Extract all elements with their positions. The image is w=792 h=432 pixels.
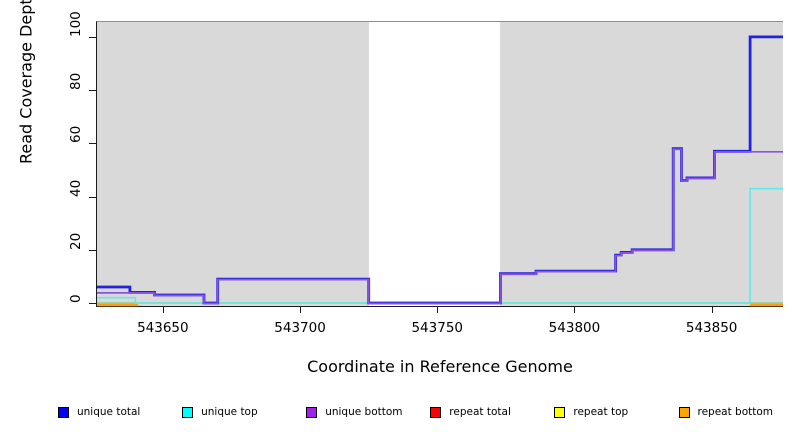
x-tick-label: 543700 [274, 320, 326, 336]
x-tick-mark [300, 307, 302, 313]
x-tick-mark [162, 307, 164, 313]
y-tick-mark [89, 90, 96, 92]
x-tick-mark [574, 307, 576, 313]
legend: unique total unique top unique bottom repea… [0, 402, 792, 424]
y-tick-mark [89, 36, 96, 38]
coverage-lines-svg [97, 35, 783, 307]
legend-item-unique-bottom: unique bottom [306, 402, 403, 422]
uncovered-gap-band [368, 22, 501, 306]
x-tick-label: 543800 [548, 320, 601, 336]
legend-swatch-icon [182, 406, 194, 418]
legend-swatch-icon [554, 406, 566, 418]
legend-label: repeat bottom [697, 406, 774, 418]
legend-swatch-icon [430, 406, 442, 418]
plot-area [96, 21, 783, 307]
x-tick-label: 543750 [411, 320, 464, 336]
legend-item-unique-total: unique total [58, 402, 140, 422]
legend-label: repeat total [449, 406, 511, 418]
legend-swatch-icon [306, 406, 318, 418]
x-tick-mark [437, 307, 439, 313]
y-tick-mark [89, 249, 96, 251]
x-tick-label: 543650 [137, 320, 189, 336]
legend-item-repeat-bottom: repeat bottom [678, 402, 774, 422]
series-unique-total [97, 35, 783, 305]
series-unique-bottom [97, 148, 783, 305]
legend-label: repeat top [573, 406, 629, 418]
legend-label: unique top [201, 406, 258, 418]
legend-label: unique total [77, 406, 141, 418]
legend-label: unique bottom [325, 406, 403, 418]
legend-item-repeat-total: repeat total [430, 402, 511, 422]
legend-item-repeat-top: repeat top [554, 402, 628, 422]
y-tick-mark [89, 303, 96, 304]
x-axis-title: Coordinate in Reference Genome [307, 357, 573, 376]
legend-swatch-icon [678, 406, 690, 418]
x-tick-label: 543850 [685, 320, 738, 336]
series-unique-top [97, 187, 783, 304]
legend-item-unique-top: unique top [182, 402, 258, 422]
legend-swatch-icon [58, 406, 69, 418]
x-tick-mark [711, 307, 713, 313]
y-tick-mark [89, 143, 96, 145]
y-tick-mark [89, 196, 96, 198]
